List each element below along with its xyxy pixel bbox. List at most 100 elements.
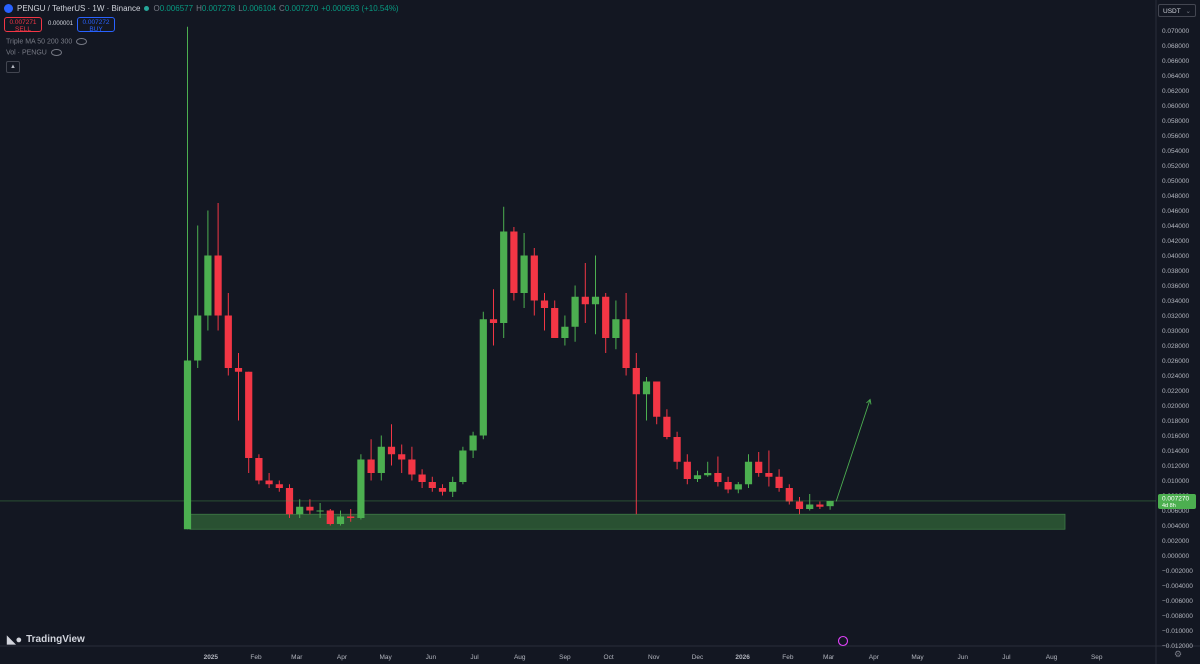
x-tick-label: 2026 xyxy=(735,654,750,661)
eye-icon[interactable] xyxy=(76,38,88,45)
x-tick-label: Apr xyxy=(869,654,880,661)
buy-button[interactable]: 0.007272 BUY xyxy=(77,17,115,33)
candle-body-down xyxy=(540,300,549,308)
price-tag-value: 0.007270 xyxy=(1162,495,1189,502)
y-tick-label: −0.004000 xyxy=(1162,583,1193,590)
indicator-volume[interactable]: Vol · PENGU xyxy=(6,49,62,56)
candle-body-down xyxy=(347,516,355,518)
candle-body-down xyxy=(408,459,416,475)
symbol-title[interactable]: PENGU / TetherUS · 1W · Binance xyxy=(17,4,141,13)
y-tick-label: 0.064000 xyxy=(1162,73,1189,80)
x-tick-label: Apr xyxy=(337,654,348,661)
sell-button[interactable]: 0.007271 SELL xyxy=(4,17,42,33)
time-axis: 2025 Feb Mar Apr May Jun Jul Aug Sep Oct Nov Dec 202… xyxy=(204,654,1103,661)
x-tick-label: Jun xyxy=(426,654,437,661)
candle-body-down xyxy=(428,482,436,488)
candle-body-down xyxy=(724,482,732,490)
candle-body-up xyxy=(194,315,202,361)
y-tick-label: 0.012000 xyxy=(1162,463,1189,470)
high-value: 0.007278 xyxy=(201,4,236,13)
x-tick-label: Sep xyxy=(559,654,571,661)
y-tick-label: 0.036000 xyxy=(1162,283,1189,290)
indicator-vol-label: Vol · PENGU xyxy=(6,49,47,57)
candle-body-down xyxy=(489,319,498,323)
candle-body-up xyxy=(479,319,487,436)
candle-body-up xyxy=(500,231,508,323)
candle-body-down xyxy=(245,371,253,458)
candle-body-down xyxy=(816,504,824,507)
y-tick-label: −0.012000 xyxy=(1162,643,1193,650)
x-tick-label: 2025 xyxy=(204,654,219,661)
candle-body-down xyxy=(438,488,447,492)
x-tick-label: Jun xyxy=(957,654,968,661)
settings-gear-icon[interactable]: ⚙ xyxy=(1174,649,1183,659)
spread-value: 0.000001 xyxy=(48,21,74,27)
x-tick-label: Mar xyxy=(291,654,303,661)
close-label: C xyxy=(279,4,285,13)
open-label: O xyxy=(153,4,160,13)
close-value: 0.007270 xyxy=(284,4,319,13)
y-tick-label: 0.050000 xyxy=(1162,178,1189,185)
candle-body-down xyxy=(255,458,263,481)
y-tick-label: 0.052000 xyxy=(1162,163,1189,170)
candle-body-up xyxy=(357,459,365,518)
y-tick-label: 0.032000 xyxy=(1162,313,1189,320)
candle-body-up xyxy=(744,461,753,485)
candle-body-up xyxy=(693,475,702,479)
candle-body-up xyxy=(520,255,528,293)
price-tag-countdown: 4d 8h xyxy=(1162,503,1176,509)
x-tick-label: Mar xyxy=(823,654,835,661)
candle-body-up xyxy=(571,296,579,327)
y-tick-label: 0.000000 xyxy=(1162,553,1189,560)
y-tick-label: 0.020000 xyxy=(1162,403,1189,410)
x-tick-label: Oct xyxy=(604,654,614,661)
candle-body-up xyxy=(826,500,834,507)
candle-body-down xyxy=(775,476,783,488)
y-tick-label: 0.018000 xyxy=(1162,418,1189,425)
candle-body-up xyxy=(377,446,385,473)
candles xyxy=(183,26,834,530)
candle-body-up xyxy=(183,360,192,530)
x-tick-label: Dec xyxy=(692,654,704,661)
candle-body-down xyxy=(622,319,630,368)
x-tick-label: Nov xyxy=(648,654,660,661)
high-label: H xyxy=(196,4,202,13)
y-tick-label: 0.004000 xyxy=(1162,523,1189,530)
y-tick-label: 0.010000 xyxy=(1162,478,1189,485)
market-status-icon xyxy=(144,6,150,11)
y-tick-label: 0.058000 xyxy=(1162,118,1189,125)
change-value: +0.000693 (+10.54%) xyxy=(321,4,399,13)
candle-body-down xyxy=(265,480,273,485)
candle-body-down xyxy=(510,231,518,293)
currency-label: USDT xyxy=(1163,8,1181,15)
currency-select[interactable]: USDT ⌄ xyxy=(1158,4,1196,17)
candle-body-up xyxy=(316,510,324,512)
y-tick-label: 0.024000 xyxy=(1162,373,1189,380)
candle-body-up xyxy=(806,504,814,509)
collapse-indicators-button[interactable]: ▲ xyxy=(6,61,20,73)
x-tick-label: Feb xyxy=(782,654,794,661)
candle-body-down xyxy=(795,501,804,509)
y-tick-label: 0.026000 xyxy=(1162,358,1189,365)
candle-body-up xyxy=(469,435,477,451)
x-tick-label: Sep xyxy=(1091,654,1103,661)
x-tick-label: May xyxy=(911,654,924,661)
candle-body-down xyxy=(632,368,640,395)
y-tick-label: −0.010000 xyxy=(1162,628,1193,635)
tradingview-logo[interactable]: ◣● TradingView xyxy=(7,633,85,646)
candle-body-down xyxy=(602,296,610,338)
tradingview-mark-icon: ◣● xyxy=(7,634,23,646)
candle-body-down xyxy=(398,454,406,460)
y-tick-label: 0.060000 xyxy=(1162,103,1189,110)
chevron-up-icon: ▲ xyxy=(10,64,16,70)
y-tick-label: 0.056000 xyxy=(1162,133,1189,140)
candle-body-down xyxy=(673,437,681,462)
candle-body-down xyxy=(765,473,773,477)
indicator-triple-ma[interactable]: Triple MA 50 200 300 xyxy=(6,38,88,45)
candle-body-up xyxy=(204,255,212,316)
eye-icon[interactable] xyxy=(50,49,62,56)
candle-body-up xyxy=(296,506,304,515)
candle-body-down xyxy=(387,446,396,455)
